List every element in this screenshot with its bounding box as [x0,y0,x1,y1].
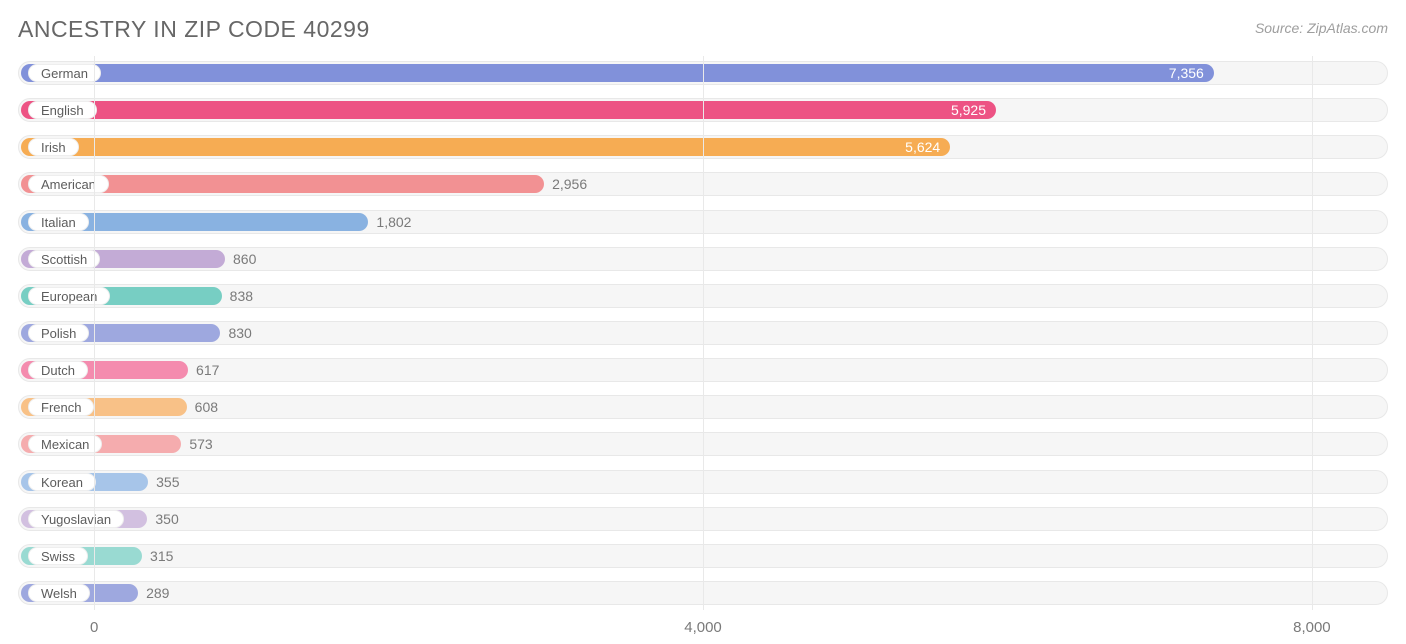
value-label: 830 [228,325,251,341]
category-pill: Dutch [28,361,88,379]
value-label: 573 [189,436,212,452]
grid-line [1312,56,1313,610]
category-pill: English [28,101,97,119]
category-pill: German [28,64,101,82]
value-label: 860 [233,251,256,267]
category-pill: Polish [28,324,89,342]
x-tick-label: 4,000 [684,619,722,636]
value-label: 5,624 [905,139,940,155]
category-pill: European [28,287,110,305]
category-pill: Mexican [28,435,102,453]
value-label: 355 [156,474,179,490]
grid-line [703,56,704,610]
category-pill: Italian [28,213,89,231]
category-pill: Welsh [28,584,90,602]
chart-source: Source: ZipAtlas.com [1255,20,1388,36]
x-tick-label: 8,000 [1293,619,1331,636]
category-pill: French [28,398,94,416]
category-pill: Scottish [28,250,100,268]
category-pill: Yugoslavian [28,510,124,528]
category-pill: Irish [28,138,79,156]
plot-area: 7,356 German 5,925 English 5,624 Irish America… [18,56,1388,610]
value-label: 608 [195,399,218,415]
value-label: 315 [150,548,173,564]
value-label: 1,802 [376,214,411,230]
category-pill: Korean [28,473,96,491]
value-label: 289 [146,585,169,601]
bar-fill: 5,624 [21,138,950,156]
value-label: 5,925 [951,102,986,118]
grid-line [94,56,95,610]
x-tick-label: 0 [90,619,98,636]
value-label: 838 [230,288,253,304]
bar-fill: 7,356 [21,64,1214,82]
value-label: 2,956 [552,176,587,192]
value-label: 617 [196,362,219,378]
chart-title: ANCESTRY IN ZIP CODE 40299 [18,16,370,43]
bar-fill: 5,925 [21,101,996,119]
value-label: 350 [155,511,178,527]
category-pill: American [28,175,109,193]
category-pill: Swiss [28,547,88,565]
ancestry-bar-chart: ANCESTRY IN ZIP CODE 40299 Source: ZipAt… [0,0,1406,644]
value-label: 7,356 [1169,65,1204,81]
